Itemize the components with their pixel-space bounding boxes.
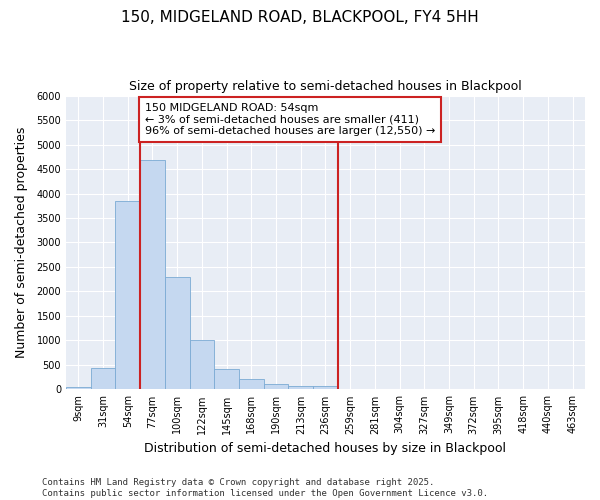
Bar [214,369,239,390]
Bar [66,387,91,390]
Bar [140,160,165,390]
Bar [263,384,289,390]
Bar [115,202,140,390]
Bar [190,340,214,390]
Bar [91,368,115,390]
Title: Size of property relative to semi-detached houses in Blackpool: Size of property relative to semi-detach… [129,80,522,93]
Y-axis label: Number of semi-detached properties: Number of semi-detached properties [15,127,28,358]
Bar [313,386,338,390]
Bar [165,277,190,390]
Bar [239,379,263,390]
X-axis label: Distribution of semi-detached houses by size in Blackpool: Distribution of semi-detached houses by … [145,442,506,455]
Text: 150 MIDGELAND ROAD: 54sqm
← 3% of semi-detached houses are smaller (411)
96% of : 150 MIDGELAND ROAD: 54sqm ← 3% of semi-d… [145,103,436,136]
Text: 150, MIDGELAND ROAD, BLACKPOOL, FY4 5HH: 150, MIDGELAND ROAD, BLACKPOOL, FY4 5HH [121,10,479,25]
Text: Contains HM Land Registry data © Crown copyright and database right 2025.
Contai: Contains HM Land Registry data © Crown c… [42,478,488,498]
Bar [289,386,313,390]
